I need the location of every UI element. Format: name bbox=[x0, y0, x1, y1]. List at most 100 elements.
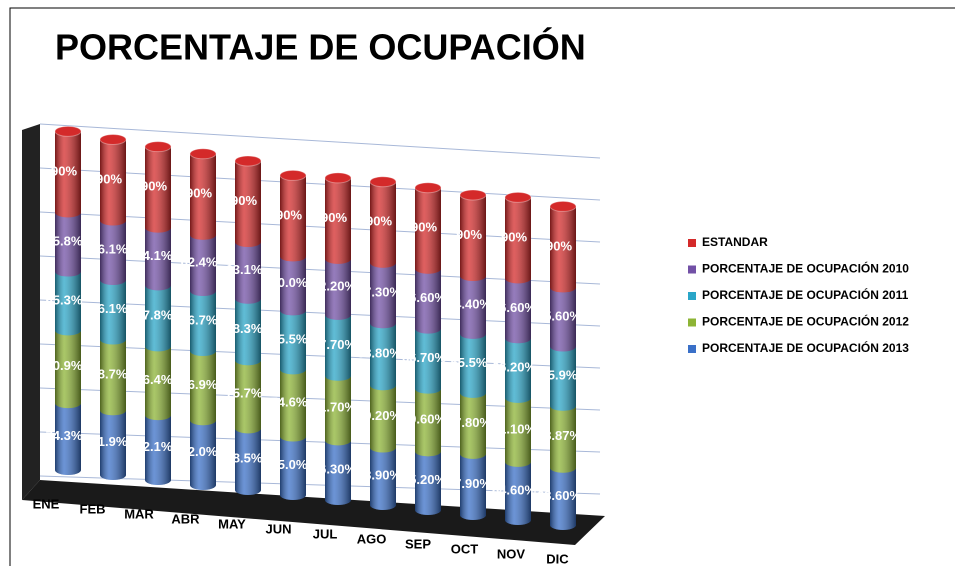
data-label: 64.60% bbox=[492, 482, 537, 497]
x-tick-label: AGO bbox=[357, 531, 387, 546]
data-label: 67.30% bbox=[357, 284, 402, 299]
data-label: 66.1% bbox=[91, 242, 128, 257]
cylinder-top bbox=[324, 172, 352, 184]
data-label: 90% bbox=[411, 220, 437, 235]
cylinder-top bbox=[234, 155, 262, 167]
segment-shade bbox=[100, 279, 126, 345]
data-label: 78.7% bbox=[91, 366, 128, 381]
x-tick-label: MAR bbox=[124, 506, 154, 521]
legend-swatch bbox=[688, 239, 696, 247]
data-label: 90% bbox=[186, 186, 212, 201]
data-label: 71.70% bbox=[312, 400, 357, 415]
segment-shade bbox=[460, 275, 486, 339]
segment-shade bbox=[55, 131, 81, 218]
frame bbox=[9, 7, 955, 566]
data-label: 63.1% bbox=[226, 262, 263, 277]
segment-shade bbox=[370, 181, 396, 268]
data-label: 80.9% bbox=[46, 358, 83, 373]
segment-shade bbox=[100, 410, 126, 480]
cylinder-top bbox=[99, 133, 127, 145]
data-label: 64.1% bbox=[136, 248, 173, 263]
data-label: 65.8% bbox=[46, 233, 83, 248]
segment-shade bbox=[415, 328, 441, 394]
segment-shade bbox=[370, 323, 396, 391]
data-label: 72.0% bbox=[181, 444, 218, 459]
x-tick-label: SEP bbox=[405, 536, 431, 551]
segment-shade bbox=[505, 197, 531, 284]
segment-shade bbox=[550, 287, 576, 352]
segment-shade bbox=[190, 350, 216, 426]
data-label: 90% bbox=[276, 207, 302, 222]
segment-shade bbox=[55, 403, 81, 475]
data-label: 75.7% bbox=[226, 386, 263, 401]
segment-shade bbox=[100, 139, 126, 226]
segment-shade bbox=[460, 392, 486, 459]
data-label: 68.5% bbox=[226, 451, 263, 466]
segment-shade bbox=[235, 428, 261, 495]
segment-shade bbox=[55, 330, 81, 409]
x-tick-label: NOV bbox=[497, 546, 526, 561]
data-label: 66.30% bbox=[312, 462, 357, 477]
data-label: 76.9% bbox=[181, 377, 218, 392]
segment-shade bbox=[370, 385, 396, 453]
segment-shade bbox=[235, 160, 261, 247]
segment-shade bbox=[370, 447, 396, 510]
segment-shade bbox=[280, 175, 306, 262]
data-label: 66.70% bbox=[402, 350, 447, 365]
segment-shade bbox=[280, 436, 306, 500]
data-label: 67.90% bbox=[447, 476, 492, 491]
data-label: 65.60% bbox=[537, 308, 582, 323]
data-label: 65.5% bbox=[271, 331, 308, 346]
segment-shade bbox=[190, 420, 216, 490]
data-label: 90% bbox=[321, 210, 347, 225]
segment-shade bbox=[505, 338, 531, 403]
cylinder-top bbox=[279, 169, 307, 181]
data-label: 90% bbox=[231, 193, 257, 208]
data-label: 65.0% bbox=[271, 457, 308, 472]
data-label: 76.4% bbox=[136, 372, 173, 387]
segment-shade bbox=[100, 339, 126, 416]
segment-shade bbox=[235, 360, 261, 434]
data-label: 68.3% bbox=[226, 321, 263, 336]
data-label: 65.20% bbox=[402, 472, 447, 487]
side-wall bbox=[22, 124, 40, 500]
data-label: 69.60% bbox=[402, 411, 447, 426]
legend-label: PORCENTAJE DE OCUPACIÓN 2011 bbox=[702, 287, 909, 302]
x-tick-label: ABR bbox=[171, 511, 200, 526]
segment-shade bbox=[145, 285, 171, 352]
segment-shade bbox=[460, 453, 486, 520]
segment-shade bbox=[145, 146, 171, 233]
x-tick-label: OCT bbox=[451, 541, 479, 556]
x-tick-label: JUL bbox=[313, 526, 338, 541]
data-label: 74.6% bbox=[271, 394, 308, 409]
segment-shade bbox=[415, 268, 441, 334]
data-label: 90% bbox=[501, 229, 527, 244]
data-label: 65.9% bbox=[541, 368, 578, 383]
data-label: 67.8% bbox=[136, 307, 173, 322]
segment-shade bbox=[55, 212, 81, 277]
segment-shade bbox=[460, 333, 486, 398]
data-label: 74.3% bbox=[46, 428, 83, 443]
data-label: 69.20% bbox=[357, 408, 402, 423]
segment-shade bbox=[550, 467, 576, 530]
legend-swatch bbox=[688, 345, 696, 353]
data-label: 90% bbox=[51, 163, 77, 178]
cylinder-top bbox=[369, 176, 397, 188]
segment-shade bbox=[190, 234, 216, 296]
data-label: 66.7% bbox=[181, 312, 218, 327]
segment-shade bbox=[145, 346, 171, 421]
segment-shade bbox=[415, 388, 441, 457]
segment-shade bbox=[550, 346, 576, 411]
cylinder-top bbox=[54, 125, 82, 137]
data-label: 63.60% bbox=[537, 488, 582, 503]
segment-shade bbox=[325, 314, 351, 381]
x-tick-label: FEB bbox=[80, 501, 106, 516]
segment-shade bbox=[505, 461, 531, 525]
segment-shade bbox=[280, 256, 306, 316]
data-label: 66.60% bbox=[402, 290, 447, 305]
segment-shade bbox=[415, 451, 441, 515]
x-tick-label: ENE bbox=[33, 496, 60, 511]
data-label: 66.20% bbox=[492, 360, 537, 375]
segment-shade bbox=[145, 227, 171, 291]
data-label: 90% bbox=[546, 238, 572, 253]
